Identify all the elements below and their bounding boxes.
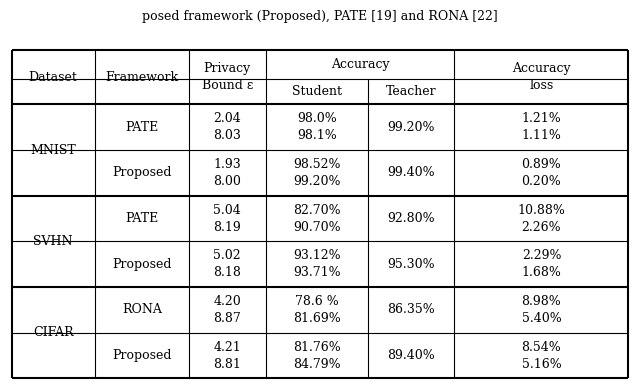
Text: 99.40%: 99.40% bbox=[387, 166, 435, 180]
Text: 92.80%: 92.80% bbox=[387, 212, 435, 225]
Text: 5.02
8.18: 5.02 8.18 bbox=[213, 249, 241, 279]
Text: posed framework (Proposed), PATE [19] and RONA [22]: posed framework (Proposed), PATE [19] an… bbox=[142, 10, 498, 23]
Text: 1.93
8.00: 1.93 8.00 bbox=[213, 158, 241, 188]
Text: Proposed: Proposed bbox=[112, 166, 172, 180]
Text: 82.70%
90.70%: 82.70% 90.70% bbox=[293, 204, 340, 234]
Text: MNIST: MNIST bbox=[30, 144, 76, 157]
Text: 0.89%
0.20%: 0.89% 0.20% bbox=[522, 158, 561, 188]
Text: 78.6 %
81.69%: 78.6 % 81.69% bbox=[293, 295, 340, 325]
Text: Dataset: Dataset bbox=[29, 71, 77, 84]
Text: 98.52%
99.20%: 98.52% 99.20% bbox=[293, 158, 340, 188]
Text: 8.54%
5.16%: 8.54% 5.16% bbox=[522, 341, 561, 371]
Text: 4.20
8.87: 4.20 8.87 bbox=[213, 295, 241, 325]
Text: 2.04
8.03: 2.04 8.03 bbox=[213, 112, 241, 142]
Text: 89.40%: 89.40% bbox=[387, 349, 435, 362]
Text: Accuracy: Accuracy bbox=[331, 58, 389, 71]
Text: 2.29%
1.68%: 2.29% 1.68% bbox=[522, 249, 561, 279]
Text: 81.76%
84.79%: 81.76% 84.79% bbox=[293, 341, 340, 371]
Text: 10.88%
2.26%: 10.88% 2.26% bbox=[518, 204, 565, 234]
Text: 5.04
8.19: 5.04 8.19 bbox=[213, 204, 241, 234]
Text: Proposed: Proposed bbox=[112, 349, 172, 362]
Text: PATE: PATE bbox=[125, 212, 158, 225]
Text: Privacy
Bound ε: Privacy Bound ε bbox=[202, 62, 253, 92]
Text: SVHN: SVHN bbox=[33, 235, 73, 248]
Text: 99.20%: 99.20% bbox=[387, 121, 435, 134]
Text: RONA: RONA bbox=[122, 303, 162, 317]
Text: CIFAR: CIFAR bbox=[33, 326, 74, 339]
Text: 1.21%
1.11%: 1.21% 1.11% bbox=[522, 112, 561, 142]
Text: 8.98%
5.40%: 8.98% 5.40% bbox=[522, 295, 561, 325]
Text: Proposed: Proposed bbox=[112, 258, 172, 271]
Text: 95.30%: 95.30% bbox=[387, 258, 435, 271]
Text: Framework: Framework bbox=[105, 71, 179, 84]
Text: PATE: PATE bbox=[125, 121, 158, 134]
Text: Accuracy
loss: Accuracy loss bbox=[512, 62, 571, 92]
Text: 93.12%
93.71%: 93.12% 93.71% bbox=[293, 249, 340, 279]
Text: Teacher: Teacher bbox=[386, 86, 436, 98]
Text: 86.35%: 86.35% bbox=[387, 303, 435, 317]
Text: 4.21
8.81: 4.21 8.81 bbox=[213, 341, 241, 371]
Text: 98.0%
98.1%: 98.0% 98.1% bbox=[297, 112, 337, 142]
Text: Student: Student bbox=[292, 86, 342, 98]
